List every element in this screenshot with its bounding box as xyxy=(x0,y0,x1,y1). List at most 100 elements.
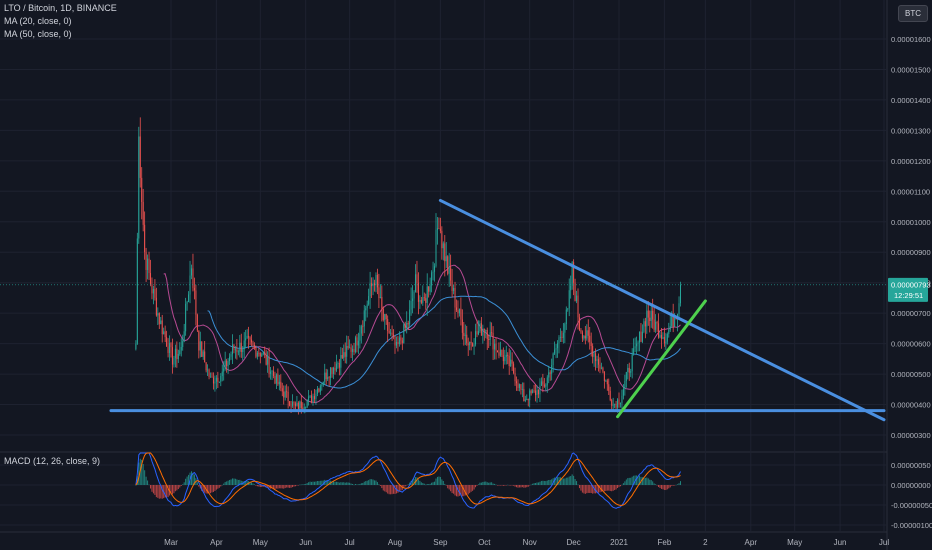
macd-histogram-bar xyxy=(354,483,356,485)
macd-histogram-bar xyxy=(609,485,611,491)
candle-body xyxy=(518,384,520,388)
candle-body xyxy=(136,238,138,344)
candle-body xyxy=(463,332,465,336)
macd-histogram-bar xyxy=(625,479,627,485)
candle-body xyxy=(414,274,417,292)
candle-body xyxy=(477,331,479,335)
candle-body xyxy=(297,402,299,409)
candle-body xyxy=(164,331,166,338)
macd-histogram-bar xyxy=(675,484,677,486)
price-tick-label: 0.00001600 xyxy=(891,35,931,44)
candle-body xyxy=(330,367,332,379)
macd-histogram-bar xyxy=(472,485,474,491)
candle-body xyxy=(220,376,222,382)
candle-body xyxy=(141,177,143,203)
price-tick-label: 0.00000300 xyxy=(891,431,931,440)
macd-histogram-bar xyxy=(621,484,623,486)
candle-body xyxy=(242,349,244,353)
macd-histogram-bar xyxy=(397,485,399,493)
macd-histogram-bar xyxy=(583,485,585,494)
macd-histogram-bar xyxy=(340,482,342,485)
candle-body xyxy=(530,390,532,394)
candle-body xyxy=(419,300,421,302)
macd-histogram-bar xyxy=(674,485,676,486)
macd-histogram-bar xyxy=(277,485,279,489)
candle-body xyxy=(271,371,273,373)
candle-body xyxy=(498,352,500,356)
time-tick-label: May xyxy=(787,538,802,547)
candle-body xyxy=(365,308,367,311)
macd-histogram-bar xyxy=(234,478,236,485)
macd-histogram-bar xyxy=(638,475,641,485)
candle-body xyxy=(346,346,348,357)
candle-body xyxy=(442,243,444,249)
candle-body xyxy=(619,403,621,405)
macd-histogram-bar xyxy=(492,483,494,485)
candle-body xyxy=(496,350,498,353)
candle-body xyxy=(382,308,384,321)
candle-body xyxy=(652,310,654,320)
time-tick-label: Jun xyxy=(299,538,312,547)
candle-body xyxy=(502,355,504,362)
candle-body xyxy=(264,352,266,355)
candle-body xyxy=(283,391,285,398)
candle-body xyxy=(300,401,302,408)
candle-body xyxy=(210,376,212,378)
candle-body xyxy=(532,390,534,394)
candle-body xyxy=(634,346,636,349)
macd-histogram-bar xyxy=(536,482,538,485)
candle-body xyxy=(217,377,219,382)
macd-histogram-bar xyxy=(602,485,604,492)
macd-histogram-bar xyxy=(436,476,438,485)
candle-body xyxy=(188,294,190,303)
time-tick-label: Apr xyxy=(745,538,758,547)
macd-histogram-bar xyxy=(464,485,466,496)
candle-body xyxy=(431,272,433,286)
macd-histogram-bar xyxy=(211,485,213,493)
candle-body xyxy=(226,360,228,367)
candle-body xyxy=(327,377,329,380)
candle-body xyxy=(337,363,339,364)
candle-body xyxy=(603,371,605,381)
candle-body xyxy=(533,390,535,392)
candle-body xyxy=(432,271,434,273)
macd-histogram-bar xyxy=(328,481,330,485)
candle-body xyxy=(581,332,583,339)
macd-histogram-bar xyxy=(455,485,458,497)
macd-histogram-bar xyxy=(201,485,203,491)
candle-body xyxy=(614,403,616,405)
macd-histogram-bar xyxy=(611,485,613,492)
candle-body xyxy=(246,335,248,339)
candle-body xyxy=(644,321,646,327)
macd-histogram-bar xyxy=(643,477,645,485)
trendlines[interactable] xyxy=(109,198,886,422)
candle-body xyxy=(171,347,173,365)
candle-body xyxy=(494,343,496,350)
macd-histogram-bar xyxy=(486,482,488,485)
candle-body xyxy=(328,377,330,379)
currency-badge[interactable]: BTC xyxy=(898,5,928,22)
candle-body xyxy=(425,298,427,303)
candle-body xyxy=(649,317,651,322)
macd-histogram-bar xyxy=(240,480,242,485)
macd-histogram-bar xyxy=(432,482,434,485)
candle-body xyxy=(261,354,263,357)
candle-body xyxy=(551,365,553,374)
candle-body xyxy=(628,367,630,373)
candle-body xyxy=(650,310,652,322)
macd-histogram-bar xyxy=(218,485,220,488)
macd-histogram-bar xyxy=(177,485,179,490)
macd-histogram-bar xyxy=(521,485,523,488)
macd-histogram-bar xyxy=(419,480,421,485)
candle-body xyxy=(665,341,667,344)
macd-histogram-bar xyxy=(413,478,415,485)
candle-body xyxy=(526,399,528,400)
candle-body xyxy=(458,308,460,314)
price-tick-label: 0.00001400 xyxy=(891,96,931,105)
macd-histogram-bar xyxy=(668,485,670,489)
macd-histogram-bar xyxy=(305,483,307,485)
macd-histogram-bar xyxy=(208,485,210,494)
candle-body xyxy=(492,332,494,350)
macd-histogram-bar xyxy=(450,485,452,492)
